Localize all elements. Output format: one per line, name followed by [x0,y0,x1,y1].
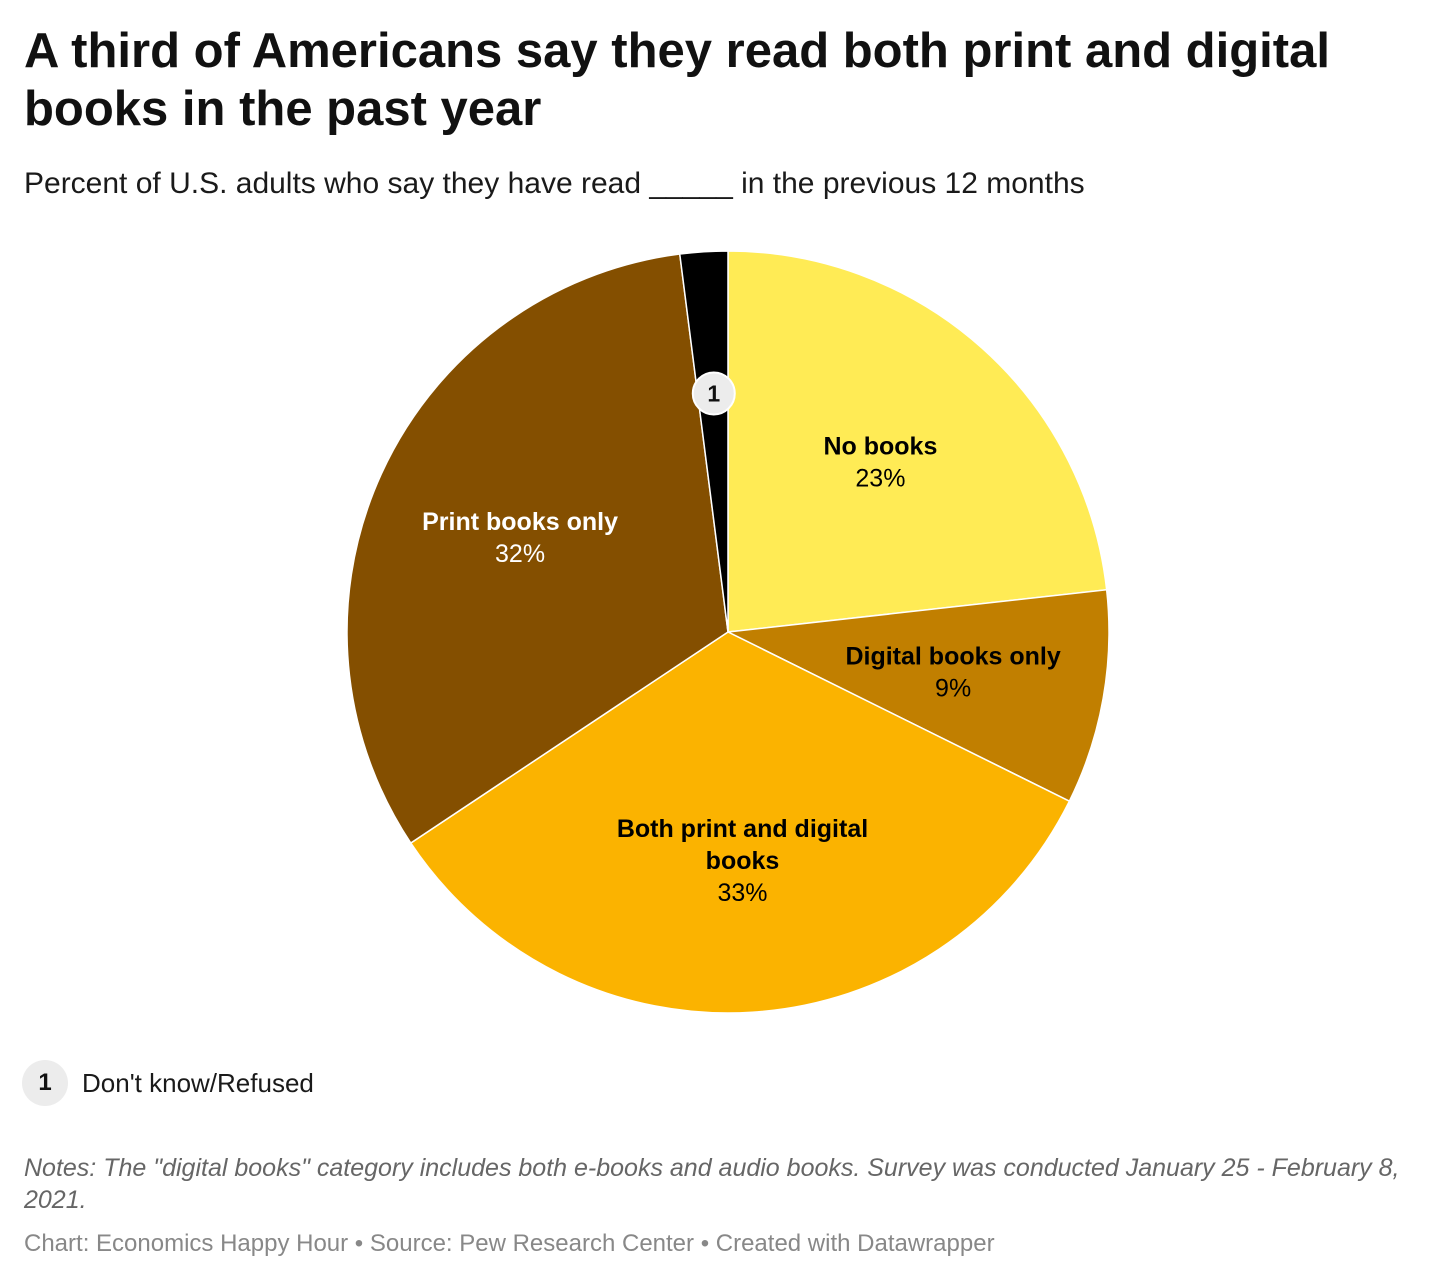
pie-label-name: No books [823,433,937,461]
pie-label-no-books: No books 23% [823,433,937,493]
pie-label-digital-books-only: Digital books only 9% [845,643,1060,703]
pie-label-print-books-only: Print books only 32% [422,508,618,568]
pie-slice-digital-books-only [725,588,1110,803]
pie-slice-no-books [727,250,1108,633]
pie-label-value: 32% [495,540,545,568]
chart-credits: Chart: Economics Happy Hour • Source: Pe… [24,1230,995,1257]
legend: 1 Don't know/Refused [22,1060,314,1106]
pie-label-name: Print books only [422,508,618,536]
chart-notes: Notes: The "digital books" category incl… [24,1154,1400,1214]
pie-label-name: Both print and digital [617,815,868,843]
pie-slice-both-print-and-digital-books [409,631,1071,1014]
pie-marker-number: 1 [707,380,720,406]
pie-label-both-print-and-digital-books: Both print and digital books 33% [617,815,868,907]
pie-slice-don-t-know-refused [678,250,729,633]
legend-marker-badge: 1 [22,1060,68,1106]
chart-subtitle: Percent of U.S. adults who say they have… [24,167,1085,200]
pie-slice-marker: 1 [691,371,736,416]
chart-title: A third of Americans say they read both … [24,24,1330,136]
pie-label-value: 33% [717,879,767,907]
pie-label-value: 23% [855,465,905,493]
legend-label: Don't know/Refused [82,1067,314,1098]
pie-label-name: books [706,847,780,875]
pie-slice-print-books-only [346,253,729,845]
pie-label-name: Digital books only [845,643,1060,671]
pie-label-value: 9% [935,675,971,703]
